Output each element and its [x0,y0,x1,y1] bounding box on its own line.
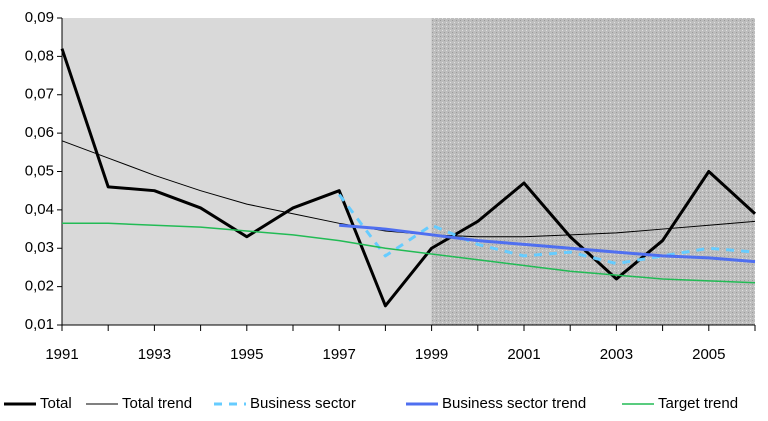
legend-label: Business sector trend [442,395,586,412]
legend-label: Business sector [250,395,356,412]
x-tick-label: 1997 [323,346,356,363]
legend-label: Total trend [122,395,192,412]
series-line [62,222,756,284]
legend-label: Target trend [658,395,738,412]
y-tick-label: 0,03 [25,239,54,256]
y-tick-label: 0,06 [25,124,54,141]
series-line [339,223,756,264]
y-tick-label: 0,09 [25,9,54,26]
x-tick-label: 1993 [138,346,171,363]
y-tick-label: 0,07 [25,86,54,103]
x-tick-label: 2005 [692,346,725,363]
y-tick-label: 0,08 [25,47,54,64]
legend-label: Total [40,395,72,412]
x-tick-label: 2003 [600,346,633,363]
series-line [338,193,756,266]
shaded-region [431,18,755,325]
x-tick-label: 1999 [415,346,448,363]
y-tick-label: 0,01 [25,316,54,333]
x-tick-label: 1995 [230,346,263,363]
y-tick-label: 0,04 [25,201,54,218]
y-tick-label: 0,05 [25,162,54,179]
x-tick-label: 2001 [507,346,540,363]
y-tick-label: 0,02 [25,278,54,295]
x-tick-label: 1991 [45,346,78,363]
